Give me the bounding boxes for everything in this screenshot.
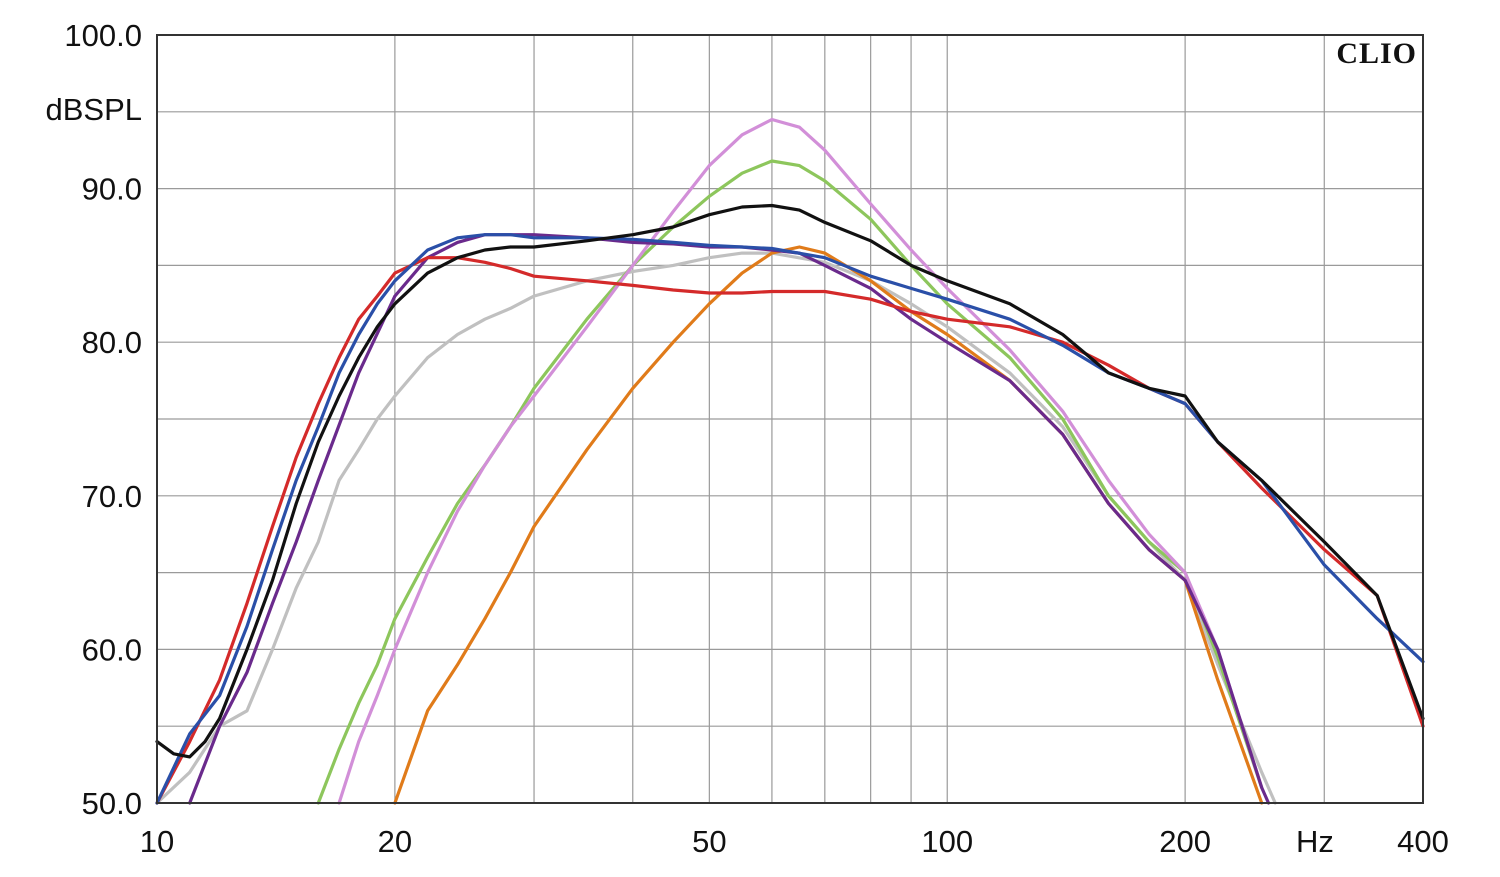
grid [156,34,1424,804]
series-line-3 [316,159,1264,805]
x-tick-label: 50 [692,824,726,859]
y-tick-label: 50.0 [82,786,142,821]
plot-frame [156,34,1424,804]
y-tick-labels: 50.0 60.0 70.0 80.0 90.0 100.0 [64,18,142,821]
series-line-1 [155,251,1277,805]
y-axis-unit-label: dBSPL [45,92,142,127]
x-tick-label: 10 [140,824,174,859]
y-tick-label: 70.0 [82,479,142,514]
x-tick-label: 200 [1159,824,1211,859]
y-tick-label: 60.0 [82,632,142,667]
clio-brand-logo: CLIO [1336,37,1417,70]
x-axis-unit-label: Hz [1296,824,1334,859]
series-line-4 [337,117,1264,805]
x-tick-label: 100 [921,824,973,859]
y-tick-label: 90.0 [82,172,142,207]
series-line-8 [155,203,1425,759]
y-tick-label: 80.0 [82,325,142,360]
x-tick-label: 400 [1397,824,1449,859]
y-tick-label: 100.0 [64,18,142,53]
x-tick-labels: 10 20 50 100 200 400 [140,824,1449,859]
series-layer [155,117,1425,805]
x-tick-label: 20 [378,824,412,859]
